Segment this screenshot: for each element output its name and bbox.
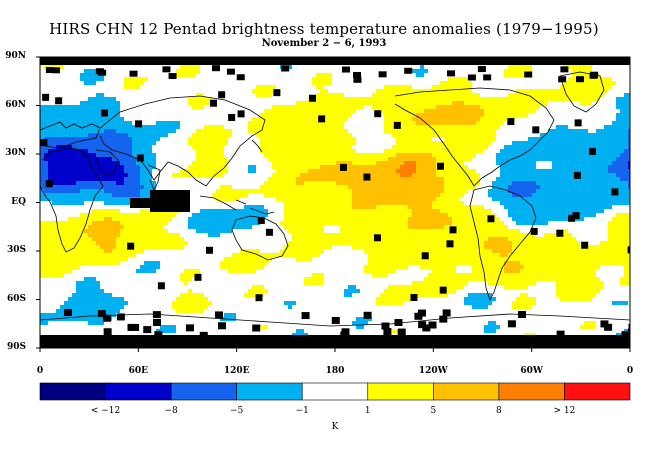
colorbar-swatch xyxy=(236,382,303,401)
colorbar-swatch xyxy=(498,382,565,401)
longitude-label: 0 xyxy=(626,366,634,376)
latitude-ticks xyxy=(36,56,40,349)
colorbar-swatch xyxy=(105,382,172,401)
coastlines xyxy=(40,71,630,327)
missing-data-mask xyxy=(40,57,630,348)
longitude-ticks xyxy=(39,348,631,352)
longitude-label: 0 xyxy=(36,366,44,376)
colorbar-label: < −12 xyxy=(90,406,121,416)
colorbar-swatch xyxy=(367,382,434,401)
colorbar-label: −5 xyxy=(230,406,244,416)
latitude-label: 90N xyxy=(5,51,26,61)
colorbar-label: −1 xyxy=(295,406,309,416)
map-title: HIRS CHN 12 Pentad brightness temperatur… xyxy=(49,20,599,38)
longitude-label: 60E xyxy=(128,366,149,376)
colorbar-swatch xyxy=(301,382,369,401)
longitude-label: 120E xyxy=(223,366,250,376)
latitude-label: 30N xyxy=(5,148,26,158)
latitude-label: 60S xyxy=(6,293,26,304)
longitude-label: 60W xyxy=(520,366,543,376)
colorbar-label: 1 xyxy=(364,406,371,416)
colorbar-unit: K xyxy=(331,422,339,432)
colorbar-label: 5 xyxy=(430,406,437,416)
colorbar-label: −8 xyxy=(164,406,178,416)
colorbar xyxy=(39,382,631,401)
latitude-label: 30S xyxy=(6,245,26,255)
colorbar-swatch xyxy=(564,382,631,401)
longitude-label: 180 xyxy=(325,366,345,376)
colorbar-swatch xyxy=(170,382,237,401)
map-subtitle: November 2 − 6, 1993 xyxy=(261,38,387,49)
anomaly-field xyxy=(40,57,630,348)
longitude-label: 120W xyxy=(418,366,448,376)
colorbar-swatch xyxy=(433,382,500,401)
latitude-label: 60N xyxy=(5,99,26,110)
latitude-label: 90S xyxy=(6,342,26,352)
colorbar-label: > 12 xyxy=(553,406,576,416)
colorbar-swatch xyxy=(39,382,106,401)
latitude-label: EQ xyxy=(11,196,26,207)
colorbar-label: 8 xyxy=(496,406,502,416)
